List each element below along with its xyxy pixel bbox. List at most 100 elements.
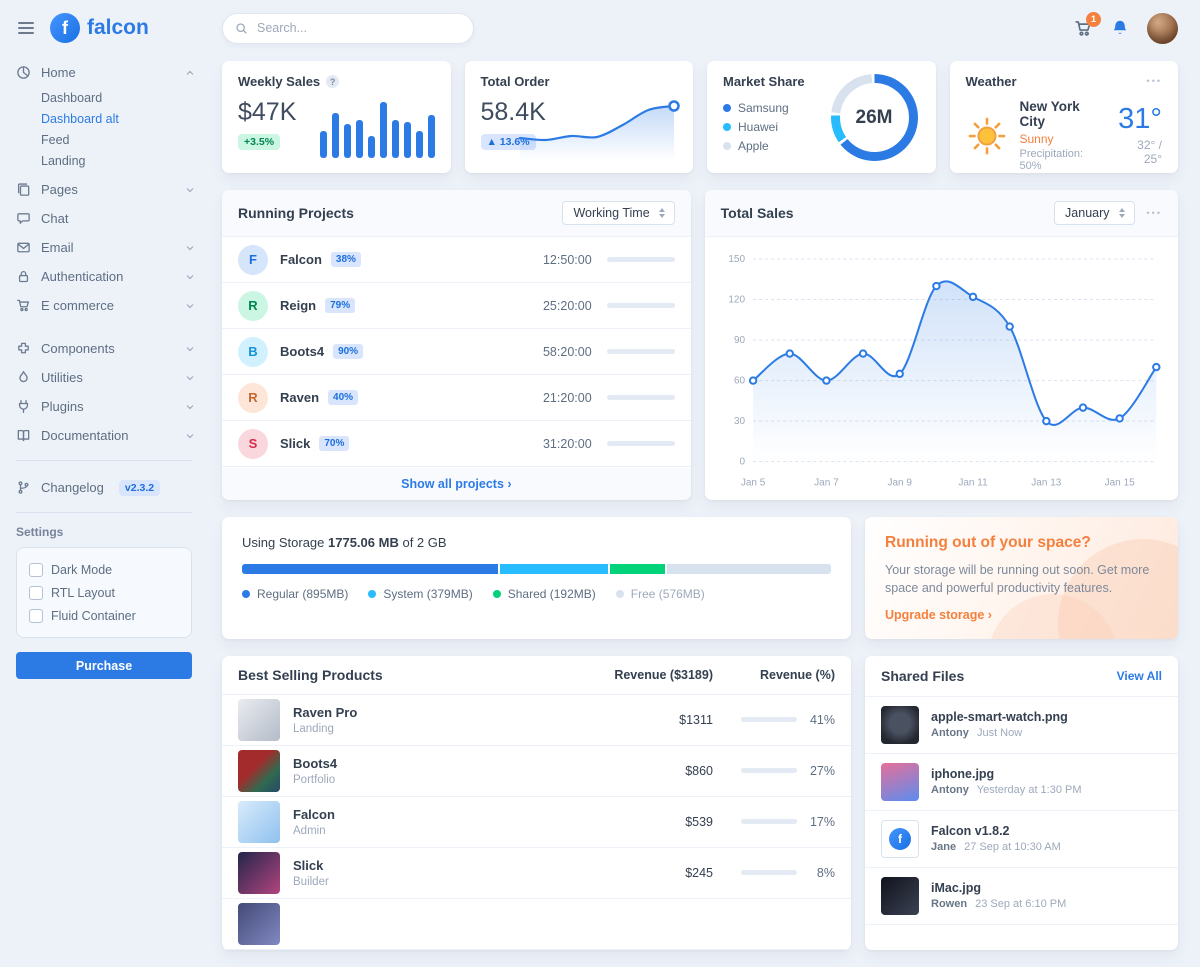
chevron-down-icon — [184, 184, 196, 196]
product-revenue: $539 — [685, 814, 713, 829]
file-time: Just Now — [976, 727, 1023, 740]
project-name-link[interactable]: Slick — [280, 436, 311, 451]
product-category: Builder — [293, 875, 329, 888]
working-time-select[interactable]: Working Time — [562, 201, 675, 225]
legend-item: Huawei — [723, 120, 920, 134]
envelope-icon — [16, 240, 32, 255]
chevron-down-icon — [184, 343, 196, 355]
help-icon[interactable]: ? — [326, 75, 340, 88]
sidebar-item-home[interactable]: Home — [16, 58, 196, 87]
divider — [16, 460, 192, 461]
storage-segment — [499, 563, 608, 574]
product-name-link[interactable]: Boots4 — [293, 755, 338, 771]
chevron-down-icon — [184, 430, 196, 442]
dark-mode-toggle[interactable]: Dark Mode — [29, 558, 179, 581]
list-item[interactable]: apple-smart-watch.png Antony Just Now — [865, 697, 1178, 754]
sidebar-item-landing[interactable]: Landing — [41, 150, 196, 171]
rtl-layout-checkbox[interactable] — [29, 585, 43, 600]
notifications-button[interactable] — [1111, 19, 1129, 37]
sidebar-item-utilities[interactable]: Utilities — [16, 363, 196, 392]
sidebar-item-components[interactable]: Components — [16, 334, 196, 363]
sidebar-item-dashboard-alt[interactable]: Dashboard alt — [41, 108, 196, 129]
list-item[interactable]: iMac.jpg Rowen 23 Sep at 6:10 PM — [865, 868, 1178, 925]
chevron-down-icon — [184, 300, 196, 312]
project-name-link[interactable]: Raven — [280, 390, 320, 405]
card-title: Market Share — [723, 74, 805, 89]
project-name-link[interactable]: Reign — [280, 298, 317, 313]
sidebar-item-label: Feed — [41, 132, 70, 147]
progress-bar — [606, 349, 675, 354]
revenue-column-header: Revenue ($3189) — [614, 667, 713, 682]
upgrade-storage-link[interactable]: Upgrade storage › — [885, 607, 992, 622]
show-all-projects-link[interactable]: Show all projects › — [222, 467, 691, 500]
project-name-link[interactable]: Falcon — [280, 252, 322, 267]
file-name-link[interactable]: iphone.jpg — [931, 767, 995, 782]
legend-item: Regular (895MB) — [242, 587, 348, 601]
sidebar-item-chat[interactable]: Chat — [16, 204, 196, 233]
product-thumbnail — [238, 851, 280, 894]
storage-label: Using Storage 1775.06 MB of 2 GB — [242, 535, 831, 550]
nav-section-gap — [16, 320, 196, 334]
hamburger-menu-button[interactable] — [12, 16, 40, 40]
cart-count-badge: 1 — [1086, 11, 1101, 27]
file-name-link[interactable]: iMac.jpg — [931, 881, 982, 896]
legend-item: Shared (192MB) — [492, 587, 596, 601]
falcon-logo[interactable]: f falcon — [50, 13, 149, 43]
weather-temperature: 31° — [1118, 103, 1162, 135]
sidebar-item-authentication[interactable]: Authentication — [16, 262, 196, 291]
product-name-link[interactable]: Raven Pro — [293, 704, 358, 720]
project-name-link[interactable]: Boots4 — [280, 344, 325, 359]
view-all-link[interactable]: View All — [1116, 668, 1162, 683]
product-name-link[interactable]: Slick — [293, 857, 324, 873]
checkbox-label: Fluid Container — [51, 608, 136, 623]
rtl-layout-toggle[interactable]: RTL Layout — [29, 581, 179, 604]
search-input[interactable] — [255, 20, 461, 36]
weather-city: New York City — [1019, 99, 1080, 129]
chart-pie-icon — [16, 65, 32, 80]
sidebar-item-email[interactable]: Email — [16, 233, 196, 262]
sun-icon — [966, 115, 1008, 157]
legend-item: Samsung — [723, 101, 920, 115]
file-name-link[interactable]: apple-smart-watch.png — [931, 710, 1068, 725]
dark-mode-checkbox[interactable] — [29, 562, 43, 577]
legend-dot — [723, 104, 731, 112]
legend-label: System (379MB) — [383, 586, 473, 601]
weather-condition: Sunny — [1019, 132, 1054, 146]
more-menu-icon[interactable]: ••• — [1146, 76, 1162, 86]
stats-row: Weekly Sales ? $47K +3.5% Total Order 58… — [222, 61, 1178, 173]
list-item[interactable]: f Falcon v1.8.2 Jane 27 Sep at 10:30 AM — [865, 811, 1178, 868]
legend-label: Huawei — [738, 120, 779, 134]
chat-bubble-icon — [16, 211, 32, 226]
purchase-button[interactable]: Purchase — [16, 652, 192, 679]
sidebar-item-dashboard[interactable]: Dashboard — [41, 87, 196, 108]
sidebar-item-label: Pages — [41, 182, 78, 197]
project-progress-badge: 79% — [325, 298, 356, 313]
cart-button[interactable]: 1 — [1074, 11, 1101, 38]
file-name-link[interactable]: Falcon v1.8.2 — [931, 824, 1010, 839]
product-thumbnail — [238, 698, 280, 741]
sidebar-item-plugins[interactable]: Plugins — [16, 392, 196, 421]
product-name-link[interactable]: Falcon — [293, 806, 335, 822]
month-select[interactable]: January — [1054, 201, 1135, 225]
table-row — [222, 899, 851, 950]
progress-bar — [606, 257, 675, 262]
sidebar-item-ecommerce[interactable]: E commerce — [16, 291, 196, 320]
sidebar-nav: Home Dashboard Dashboard alt Feed Landin… — [0, 56, 208, 450]
sidebar-item-label: Dashboard — [41, 90, 103, 105]
fluid-container-toggle[interactable]: Fluid Container — [29, 604, 179, 627]
fluid-container-checkbox[interactable] — [29, 608, 43, 623]
shared-files-card: Shared Files View All apple-smart-watch.… — [865, 655, 1178, 950]
sidebar-item-feed[interactable]: Feed — [41, 129, 196, 150]
user-avatar[interactable] — [1147, 12, 1178, 44]
project-progress-badge: 70% — [319, 436, 350, 451]
sidebar-item-pages[interactable]: Pages — [16, 175, 196, 204]
weekly-sales-bar — [331, 113, 339, 158]
weekly-sales-card: Weekly Sales ? $47K +3.5% — [222, 61, 451, 173]
sidebar-item-documentation[interactable]: Documentation — [16, 421, 196, 450]
list-item[interactable]: iphone.jpg Antony Yesterday at 1:30 PM — [865, 754, 1178, 811]
more-menu-icon[interactable]: ••• — [1146, 207, 1162, 218]
svg-text:90: 90 — [734, 335, 746, 346]
sidebar-item-changelog[interactable]: Changelog v2.3.2 — [16, 473, 196, 502]
svg-text:0: 0 — [739, 457, 745, 468]
card-title: Weekly Sales — [238, 74, 321, 89]
